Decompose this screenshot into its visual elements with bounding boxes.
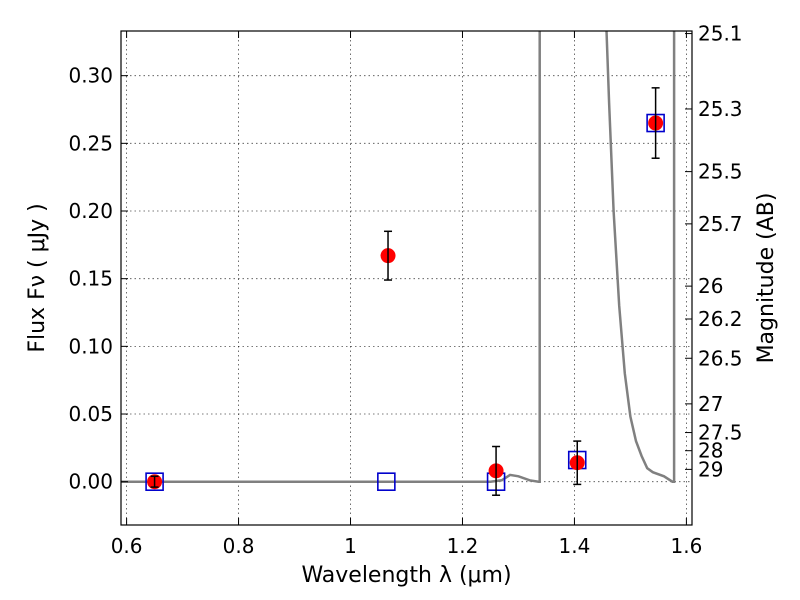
x-tick-label: 1.6 xyxy=(670,534,702,558)
x-tick-label: 0.8 xyxy=(223,534,255,558)
x-tick-label: 1.4 xyxy=(559,534,591,558)
right-tick-label: 27 xyxy=(698,392,723,416)
y-tick-label: 0.15 xyxy=(68,267,113,291)
y-tick-label: 0.30 xyxy=(68,64,113,88)
y-tick-label: 0.00 xyxy=(68,470,113,494)
right-tick-label: 29 xyxy=(698,457,723,481)
model-sed-line xyxy=(121,31,676,483)
ticks: 0.6 0.8 1 1.2 1.4 1.6 0.00 0.05 0.10 0.15 0.20 0.25… xyxy=(68,22,742,558)
model-square xyxy=(145,472,164,491)
right-tick-label: 26.5 xyxy=(698,346,743,370)
right-tick-label: 25.3 xyxy=(698,97,743,121)
y-axis-title: Flux Fν ( μJy ) xyxy=(25,203,50,352)
right-tick-label: 27.5 xyxy=(698,421,743,445)
right-tick-label: 25.7 xyxy=(698,212,743,236)
data-points-layer xyxy=(145,87,665,496)
model-sed-layer xyxy=(121,31,676,483)
right-tick-label: 25.5 xyxy=(698,160,743,184)
y-tick-label: 0.10 xyxy=(68,334,113,358)
y-tick-label: 0.05 xyxy=(68,402,113,426)
x-tick-label: 0.6 xyxy=(111,534,143,558)
x-tick-label: 1 xyxy=(344,534,357,558)
x-axis-title: Wavelength λ (μm) xyxy=(301,563,511,588)
right-tick-label: 25.1 xyxy=(698,22,743,46)
y-tick-label: 0.25 xyxy=(68,131,113,155)
model-square xyxy=(377,472,396,491)
grid xyxy=(121,31,692,525)
right-tick-label: 26 xyxy=(698,274,723,298)
right-tick-label: 28 xyxy=(698,439,723,463)
x-tick-label: 1.2 xyxy=(447,534,479,558)
right-tick-label: 26.2 xyxy=(698,307,743,331)
plot-frame xyxy=(120,30,693,526)
y-tick-label: 0.20 xyxy=(68,199,113,223)
right-axis-title: Magnitude (AB) xyxy=(754,193,779,364)
